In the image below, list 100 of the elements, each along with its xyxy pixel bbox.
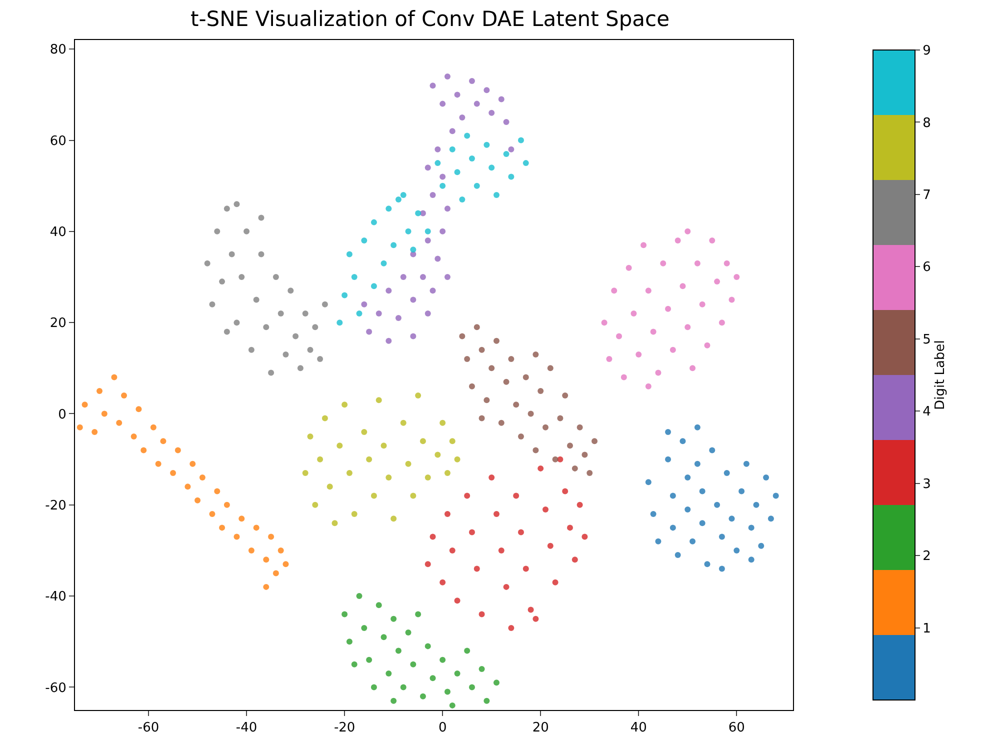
point bbox=[572, 556, 578, 563]
point bbox=[449, 146, 456, 152]
point bbox=[415, 210, 422, 216]
point bbox=[253, 296, 260, 303]
point bbox=[513, 492, 520, 499]
point bbox=[518, 434, 524, 440]
point bbox=[244, 228, 250, 234]
point bbox=[332, 520, 338, 526]
point bbox=[748, 524, 754, 531]
point bbox=[567, 524, 573, 531]
point bbox=[420, 693, 426, 700]
point bbox=[503, 584, 510, 590]
point bbox=[224, 328, 230, 335]
point bbox=[655, 538, 662, 544]
point bbox=[611, 288, 618, 294]
point bbox=[449, 128, 456, 134]
point bbox=[224, 502, 230, 508]
point bbox=[768, 516, 774, 522]
point bbox=[616, 333, 622, 340]
point bbox=[454, 670, 460, 677]
point bbox=[317, 456, 324, 462]
point bbox=[576, 424, 583, 430]
point bbox=[484, 87, 490, 94]
point bbox=[342, 611, 348, 618]
point bbox=[488, 474, 495, 481]
point bbox=[440, 420, 446, 426]
point bbox=[370, 492, 377, 499]
point bbox=[576, 502, 583, 508]
point bbox=[76, 424, 83, 430]
point bbox=[380, 260, 387, 266]
point bbox=[493, 192, 500, 198]
color-bar-label: 9 bbox=[922, 44, 931, 59]
point bbox=[219, 524, 226, 531]
point bbox=[709, 447, 716, 454]
point bbox=[342, 292, 348, 298]
point bbox=[351, 274, 358, 280]
y-tick-label: 0 bbox=[58, 407, 66, 422]
point bbox=[346, 470, 352, 476]
point bbox=[263, 324, 270, 330]
point bbox=[390, 516, 397, 522]
point bbox=[307, 346, 314, 353]
x-tick-label: -60 bbox=[138, 720, 160, 736]
point bbox=[386, 206, 392, 212]
chart-title: t-SNE Visualization of Conv DAE Latent Space bbox=[190, 6, 670, 31]
point bbox=[209, 301, 216, 308]
point bbox=[660, 260, 666, 266]
point bbox=[292, 333, 299, 340]
point bbox=[400, 420, 406, 426]
point bbox=[449, 438, 456, 444]
point bbox=[204, 260, 210, 266]
point bbox=[440, 579, 446, 586]
point bbox=[130, 434, 137, 440]
point bbox=[248, 547, 254, 554]
point bbox=[528, 606, 534, 613]
point bbox=[302, 310, 308, 316]
point bbox=[101, 410, 108, 417]
point bbox=[361, 238, 368, 244]
point bbox=[390, 616, 397, 622]
point bbox=[694, 424, 700, 430]
point bbox=[370, 283, 377, 290]
point bbox=[547, 542, 554, 549]
point bbox=[478, 346, 485, 353]
point bbox=[228, 251, 235, 258]
point bbox=[258, 251, 264, 258]
point bbox=[395, 196, 402, 203]
point bbox=[82, 402, 88, 408]
point bbox=[684, 474, 691, 481]
point bbox=[155, 460, 162, 467]
point bbox=[582, 452, 588, 458]
point bbox=[214, 488, 220, 494]
color-bar-label: 6 bbox=[922, 260, 931, 276]
point bbox=[410, 296, 416, 303]
point bbox=[626, 264, 632, 271]
point bbox=[699, 488, 706, 494]
y-tick-label: -20 bbox=[45, 498, 66, 514]
point bbox=[503, 150, 510, 157]
x-tick-label: 40 bbox=[630, 720, 647, 736]
point bbox=[390, 698, 397, 704]
point bbox=[522, 374, 529, 380]
y-tick-label: 80 bbox=[50, 42, 66, 58]
point bbox=[424, 164, 431, 171]
point bbox=[734, 547, 740, 554]
point bbox=[376, 602, 382, 608]
point bbox=[96, 388, 103, 394]
point bbox=[370, 684, 377, 690]
point bbox=[468, 156, 475, 162]
point bbox=[346, 251, 352, 258]
point bbox=[395, 648, 402, 654]
point bbox=[694, 260, 700, 266]
point bbox=[386, 338, 392, 344]
point bbox=[199, 474, 206, 481]
point bbox=[405, 630, 412, 636]
point bbox=[263, 556, 270, 563]
point bbox=[513, 402, 520, 408]
point bbox=[454, 92, 460, 98]
point bbox=[424, 228, 431, 234]
point bbox=[430, 534, 436, 540]
point bbox=[680, 438, 686, 444]
point bbox=[645, 479, 652, 486]
point bbox=[440, 228, 446, 234]
